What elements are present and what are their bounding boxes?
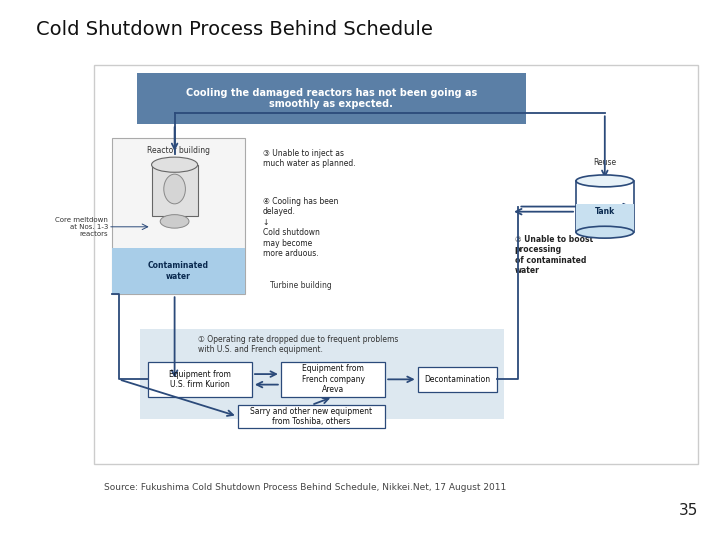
Text: Core meltdown
at Nos. 1-3
reactors: Core meltdown at Nos. 1-3 reactors: [55, 217, 108, 237]
Text: Turbine building: Turbine building: [270, 281, 332, 290]
Text: Tank: Tank: [595, 207, 615, 217]
FancyBboxPatch shape: [576, 181, 634, 232]
Text: Source: Fukushima Cold Shutdown Process Behind Schedule, Nikkei.Net, 17 August 2: Source: Fukushima Cold Shutdown Process …: [104, 483, 507, 492]
Text: Sarry and other new equipment
from Toshiba, others: Sarry and other new equipment from Toshi…: [251, 407, 372, 426]
Text: Equipment from
U.S. firm Kurion: Equipment from U.S. firm Kurion: [169, 370, 230, 389]
Ellipse shape: [576, 226, 634, 238]
Text: ④ Cooling has been
delayed.
↓
Cold shutdown
may become
more arduous.: ④ Cooling has been delayed. ↓ Cold shutd…: [263, 197, 338, 258]
Text: ② Unable to boost
processing
of contaminated
water: ② Unable to boost processing of contamin…: [515, 235, 593, 275]
Text: 35: 35: [679, 503, 698, 518]
FancyBboxPatch shape: [148, 362, 252, 397]
Text: Cooling the damaged reactors has not been going as
smoothly as expected.: Cooling the damaged reactors has not bee…: [186, 87, 477, 109]
Text: ③ Unable to inject as
much water as planned.: ③ Unable to inject as much water as plan…: [263, 148, 356, 168]
FancyBboxPatch shape: [576, 204, 634, 232]
Text: Contaminated
water: Contaminated water: [148, 261, 209, 281]
Ellipse shape: [152, 157, 197, 172]
FancyBboxPatch shape: [238, 405, 385, 428]
Text: Decontamination: Decontamination: [424, 375, 490, 384]
FancyBboxPatch shape: [152, 165, 197, 216]
FancyBboxPatch shape: [418, 367, 497, 392]
Text: Reactor building: Reactor building: [147, 146, 210, 155]
Text: Cold Shutdown Process Behind Schedule: Cold Shutdown Process Behind Schedule: [36, 20, 433, 39]
Text: Equipment from
French company
Areva: Equipment from French company Areva: [302, 364, 364, 394]
Text: Reuse: Reuse: [593, 158, 616, 167]
Text: ① Operating rate dropped due to frequent problems
with U.S. and French equipment: ① Operating rate dropped due to frequent…: [198, 335, 398, 354]
FancyBboxPatch shape: [112, 248, 245, 294]
Ellipse shape: [160, 214, 189, 228]
Ellipse shape: [576, 175, 634, 187]
FancyBboxPatch shape: [112, 138, 245, 294]
FancyBboxPatch shape: [281, 362, 385, 397]
Ellipse shape: [163, 174, 186, 204]
FancyBboxPatch shape: [140, 329, 504, 418]
FancyBboxPatch shape: [137, 73, 526, 124]
FancyBboxPatch shape: [94, 65, 698, 464]
